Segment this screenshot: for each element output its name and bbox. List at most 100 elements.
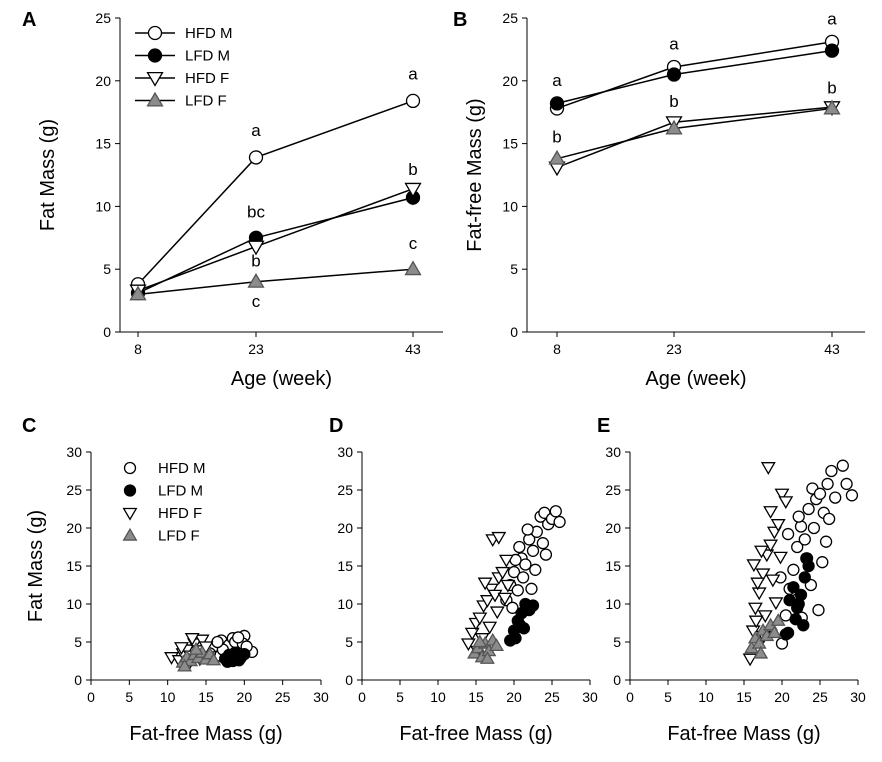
- panel-letter: E: [597, 415, 610, 437]
- panel-d: D 0 5 10 15 20 25 30 0 5 10 15 20 25 30 Fat-free Mass (…: [329, 415, 598, 745]
- x-tick-label: 5: [396, 689, 404, 705]
- x-tick-label: 0: [358, 689, 366, 705]
- x-axis-label: Fat-free Mass (g): [667, 723, 820, 745]
- data-point-hfd-f: [746, 559, 762, 573]
- x-axis-label: Age (week): [231, 368, 332, 390]
- data-point-hfd-f: [174, 642, 189, 655]
- y-tick-label: 5: [613, 634, 621, 650]
- y-tick-label: 25: [95, 10, 111, 26]
- y-tick-label: 0: [345, 672, 353, 688]
- data-point-hfd-m: [781, 527, 795, 541]
- x-tick-label: 25: [275, 689, 291, 705]
- data-point-hfd-f: [754, 545, 769, 559]
- data-point-lfd-f: [472, 634, 488, 648]
- y-tick-label: 20: [66, 520, 82, 536]
- significance-label: c: [409, 234, 418, 253]
- data-point-lfd-m: [526, 599, 540, 612]
- legend-label: HFD F: [158, 505, 202, 522]
- data-point-hfd-m: [812, 603, 825, 617]
- x-tick-label: 25: [812, 689, 828, 705]
- data-point-hfd-m: [840, 477, 853, 491]
- y-tick-label: 25: [605, 482, 621, 498]
- x-tick-label: 30: [850, 689, 866, 705]
- data-point-hfd-f: [460, 638, 476, 652]
- data-point-hfd-m: [794, 520, 808, 533]
- data-point-hfd-m: [232, 631, 245, 644]
- data-point-hfd-f: [500, 579, 516, 593]
- data-point-lfd-f: [548, 149, 566, 165]
- data-point-hfd-m: [516, 571, 530, 584]
- data-point-hfd-f: [774, 488, 790, 502]
- data-point-hfd-m: [511, 584, 524, 597]
- data-point-hfd-f: [498, 554, 514, 568]
- y-tick-label: 10: [95, 198, 111, 214]
- legend-marker-hfd-f: [122, 507, 138, 521]
- data-point-hfd-m: [507, 565, 521, 579]
- data-point-lfd-f: [766, 625, 782, 639]
- y-tick-label: 25: [502, 10, 518, 26]
- data-point-lfd-m: [798, 571, 811, 584]
- data-point-hfd-m: [529, 563, 542, 576]
- data-point-hfd-f: [745, 625, 761, 639]
- x-axis-label: Age (week): [645, 368, 746, 390]
- data-point-hfd-m: [825, 464, 838, 478]
- data-point-hfd-m: [536, 537, 550, 550]
- data-point-lfd-f: [665, 119, 683, 135]
- x-tick-label: 25: [544, 689, 560, 705]
- x-tick-label: 10: [430, 689, 446, 705]
- data-point-hfd-f: [748, 615, 764, 629]
- data-point-hfd-m: [521, 523, 534, 536]
- panel-e: E 0 5 10 15 20 25 30 0 5 10 15 20 25 30 Fat-free Mass (…: [597, 415, 866, 745]
- legend-label: HFD M: [185, 25, 233, 42]
- data-point-hfd-f: [489, 606, 505, 620]
- panel-letter: D: [329, 415, 343, 437]
- x-tick-label: 23: [666, 341, 682, 357]
- x-axis-label: Fat-free Mass (g): [399, 723, 552, 745]
- legend-label: LFD F: [158, 528, 200, 545]
- data-point-lfd-m: [509, 632, 522, 645]
- y-tick-label: 20: [337, 520, 353, 536]
- y-tick-label: 30: [605, 444, 621, 460]
- data-point-hfd-m: [813, 487, 827, 500]
- data-point-hfd-f: [763, 506, 779, 519]
- data-point-hfd-f: [773, 551, 788, 565]
- x-tick-label: 30: [582, 689, 598, 705]
- x-tick-label: 5: [664, 689, 672, 705]
- data-point-hfd-m: [211, 635, 224, 649]
- y-axis-label: Fat Mass (g): [25, 510, 47, 622]
- x-tick-label: 15: [736, 689, 752, 705]
- data-point-hfd-f: [491, 531, 507, 545]
- x-tick-label: 30: [313, 689, 329, 705]
- y-tick-label: 15: [337, 558, 353, 574]
- y-tick-label: 0: [613, 672, 621, 688]
- y-axis-label: Fat Mass (g): [37, 119, 59, 231]
- series-line-hfd-f: [556, 106, 833, 169]
- x-tick-label: 23: [248, 341, 264, 357]
- data-point-hfd-m: [525, 582, 538, 595]
- x-tick-label: 10: [698, 689, 714, 705]
- data-point-lfd-f: [753, 645, 769, 659]
- x-tick-label: 15: [198, 689, 214, 705]
- y-tick-label: 20: [502, 73, 518, 89]
- data-point-hfd-m: [506, 601, 519, 614]
- y-tick-label: 30: [337, 444, 353, 460]
- data-point-hfd-f: [497, 592, 513, 606]
- data-point-lfd-m: [232, 654, 246, 667]
- data-point-hfd-f: [778, 496, 794, 510]
- data-point-hfd-m: [405, 93, 421, 109]
- y-tick-label: 0: [510, 324, 518, 340]
- series-line-hfd-m: [556, 41, 833, 110]
- panel-c: C 0 5 10 15 20 25 30 0 5 10 15 20 25 30 Fat Mass (g) Fat…: [22, 415, 329, 745]
- data-point-lfd-f: [823, 99, 841, 115]
- data-point-hfd-m: [791, 540, 804, 554]
- data-point-lfd-f: [177, 658, 192, 672]
- data-point-lfd-f: [206, 652, 222, 666]
- data-point-hfd-m: [792, 510, 805, 523]
- y-tick-label: 10: [337, 596, 353, 612]
- legend-label: LFD F: [185, 93, 227, 110]
- significance-label: c: [252, 292, 261, 311]
- legend-marker-hfd-m: [123, 461, 137, 475]
- data-point-lfd-m: [221, 655, 234, 668]
- data-point-lfd-f: [489, 638, 504, 651]
- data-point-hfd-m: [519, 558, 532, 571]
